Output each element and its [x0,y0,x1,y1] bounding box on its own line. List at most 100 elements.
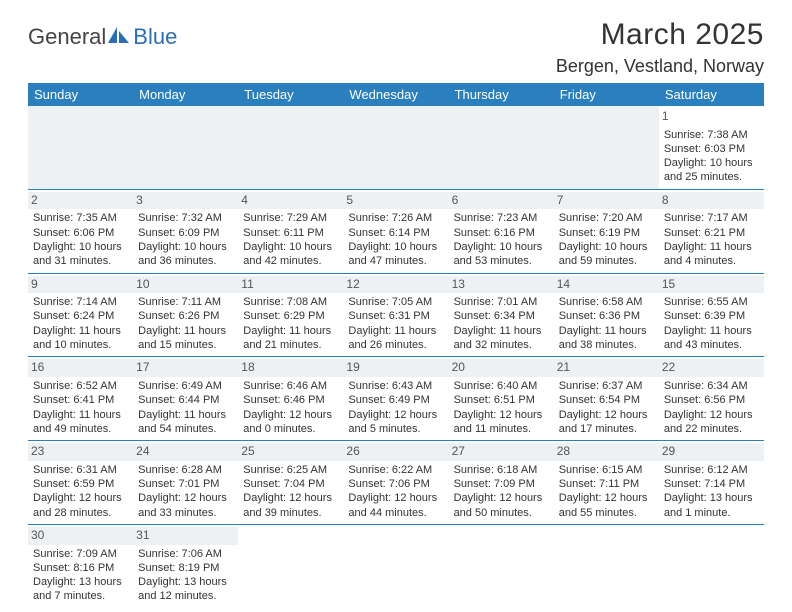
daylight-text: Daylight: 10 hours and 31 minutes. [33,240,128,269]
daylight-text: Daylight: 12 hours and 17 minutes. [559,408,654,437]
sunset-text: Sunset: 6:49 PM [348,393,443,407]
sunset-text: Sunset: 6:56 PM [664,393,759,407]
day-info: Sunrise: 6:18 AMSunset: 7:09 PMDaylight:… [453,463,550,520]
sunset-text: Sunset: 6:09 PM [138,226,233,240]
daylight-text: Daylight: 12 hours and 44 minutes. [348,491,443,520]
day-number: 18 [238,359,343,377]
daylight-text: Daylight: 11 hours and 21 minutes. [243,324,338,353]
daylight-text: Daylight: 12 hours and 33 minutes. [138,491,233,520]
sunset-text: Sunset: 6:54 PM [559,393,654,407]
day-number: 5 [343,192,448,210]
daylight-text: Daylight: 10 hours and 59 minutes. [559,240,654,269]
daylight-text: Daylight: 11 hours and 38 minutes. [559,324,654,353]
day-info: Sunrise: 6:12 AMSunset: 7:14 PMDaylight:… [663,463,760,520]
day-number: 27 [449,443,554,461]
day-info: Sunrise: 7:05 AMSunset: 6:31 PMDaylight:… [347,295,444,352]
sunset-text: Sunset: 6:59 PM [33,477,128,491]
calendar-day-cell: 6Sunrise: 7:23 AMSunset: 6:16 PMDaylight… [449,189,554,273]
sunrise-text: Sunrise: 6:58 AM [559,295,654,309]
month-title: March 2025 [556,18,764,52]
day-info: Sunrise: 7:17 AMSunset: 6:21 PMDaylight:… [663,211,760,268]
sail-icon [108,25,130,50]
daylight-text: Daylight: 13 hours and 7 minutes. [33,575,128,604]
day-info: Sunrise: 7:26 AMSunset: 6:14 PMDaylight:… [347,211,444,268]
daylight-text: Daylight: 13 hours and 12 minutes. [138,575,233,604]
sunrise-text: Sunrise: 7:32 AM [138,211,233,225]
day-info: Sunrise: 7:08 AMSunset: 6:29 PMDaylight:… [242,295,339,352]
calendar-header-row: SundayMondayTuesdayWednesdayThursdayFrid… [28,83,764,106]
day-info: Sunrise: 6:37 AMSunset: 6:54 PMDaylight:… [558,379,655,436]
day-info: Sunrise: 6:40 AMSunset: 6:51 PMDaylight:… [453,379,550,436]
location-subtitle: Bergen, Vestland, Norway [556,56,764,77]
calendar-table: SundayMondayTuesdayWednesdayThursdayFrid… [28,83,764,608]
sunset-text: Sunset: 7:09 PM [454,477,549,491]
title-block: March 2025 Bergen, Vestland, Norway [556,18,764,77]
day-number: 13 [449,276,554,294]
daylight-text: Daylight: 11 hours and 15 minutes. [138,324,233,353]
day-number: 25 [238,443,343,461]
day-header: Monday [133,83,238,106]
sunset-text: Sunset: 6:11 PM [243,226,338,240]
sunset-text: Sunset: 6:46 PM [243,393,338,407]
sunset-text: Sunset: 7:11 PM [559,477,654,491]
day-number: 16 [28,359,133,377]
sunrise-text: Sunrise: 7:05 AM [348,295,443,309]
day-info: Sunrise: 6:52 AMSunset: 6:41 PMDaylight:… [32,379,129,436]
day-header: Wednesday [343,83,448,106]
sunrise-text: Sunrise: 6:49 AM [138,379,233,393]
calendar-day-cell [554,106,659,189]
calendar-week-row: 2Sunrise: 7:35 AMSunset: 6:06 PMDaylight… [28,189,764,273]
calendar-week-row: 23 Sunrise: 6:31 AMSunset: 6:59 PMDayligh… [28,441,764,525]
daylight-text: Daylight: 10 hours and 47 minutes. [348,240,443,269]
calendar-day-cell [133,106,238,189]
sunrise-text: Sunrise: 7:09 AM [33,547,128,561]
sunrise-text: Sunrise: 6:28 AM [138,463,233,477]
calendar-day-cell: 5Sunrise: 7:26 AMSunset: 6:14 PMDaylight… [343,189,448,273]
sunrise-text: Sunrise: 7:38 AM [664,128,759,142]
day-info: Sunrise: 6:31 AMSunset: 6:59 PMDaylight:… [32,463,129,520]
calendar-day-cell [554,524,659,607]
calendar-day-cell: 27 Sunrise: 6:18 AMSunset: 7:09 PMDayligh… [449,441,554,525]
header: General Blue March 2025 Bergen, Vestland… [28,18,764,77]
day-info: Sunrise: 6:28 AMSunset: 7:01 PMDaylight:… [137,463,234,520]
calendar-day-cell: 30Sunrise: 7:09 AMSunset: 8:16 PMDayligh… [28,524,133,607]
daylight-text: Daylight: 11 hours and 54 minutes. [138,408,233,437]
day-number: 23 [28,443,133,461]
day-number: 29 [659,443,764,461]
calendar-day-cell: 9Sunrise: 7:14 AMSunset: 6:24 PMDaylight… [28,273,133,357]
daylight-text: Daylight: 10 hours and 42 minutes. [243,240,338,269]
sunrise-text: Sunrise: 7:08 AM [243,295,338,309]
daylight-text: Daylight: 12 hours and 22 minutes. [664,408,759,437]
daylight-text: Daylight: 12 hours and 0 minutes. [243,408,338,437]
calendar-week-row: 1Sunrise: 7:38 AMSunset: 6:03 PMDaylight… [28,106,764,189]
sunset-text: Sunset: 6:16 PM [454,226,549,240]
day-number: 1 [659,108,764,126]
sunset-text: Sunset: 7:04 PM [243,477,338,491]
sunset-text: Sunset: 7:14 PM [664,477,759,491]
sunrise-text: Sunrise: 6:34 AM [664,379,759,393]
day-number: 22 [659,359,764,377]
day-info: Sunrise: 7:06 AMSunset: 8:19 PMDaylight:… [137,547,234,604]
daylight-text: Daylight: 12 hours and 11 minutes. [454,408,549,437]
daylight-text: Daylight: 10 hours and 53 minutes. [454,240,549,269]
daylight-text: Daylight: 11 hours and 4 minutes. [664,240,759,269]
sunset-text: Sunset: 6:19 PM [559,226,654,240]
calendar-day-cell: 29 Sunrise: 6:12 AMSunset: 7:14 PMDayligh… [659,441,764,525]
sunrise-text: Sunrise: 7:20 AM [559,211,654,225]
day-number: 8 [659,192,764,210]
calendar-day-cell [28,106,133,189]
day-number: 3 [133,192,238,210]
daylight-text: Daylight: 12 hours and 5 minutes. [348,408,443,437]
day-number: 19 [343,359,448,377]
calendar-day-cell: 18Sunrise: 6:46 AMSunset: 6:46 PMDayligh… [238,357,343,441]
daylight-text: Daylight: 12 hours and 55 minutes. [559,491,654,520]
sunset-text: Sunset: 6:29 PM [243,309,338,323]
sunrise-text: Sunrise: 6:52 AM [33,379,128,393]
day-number: 4 [238,192,343,210]
day-number: 2 [28,192,133,210]
calendar-day-cell: 8Sunrise: 7:17 AMSunset: 6:21 PMDaylight… [659,189,764,273]
day-number: 17 [133,359,238,377]
sunrise-text: Sunrise: 7:06 AM [138,547,233,561]
daylight-text: Daylight: 11 hours and 10 minutes. [33,324,128,353]
daylight-text: Daylight: 12 hours and 50 minutes. [454,491,549,520]
